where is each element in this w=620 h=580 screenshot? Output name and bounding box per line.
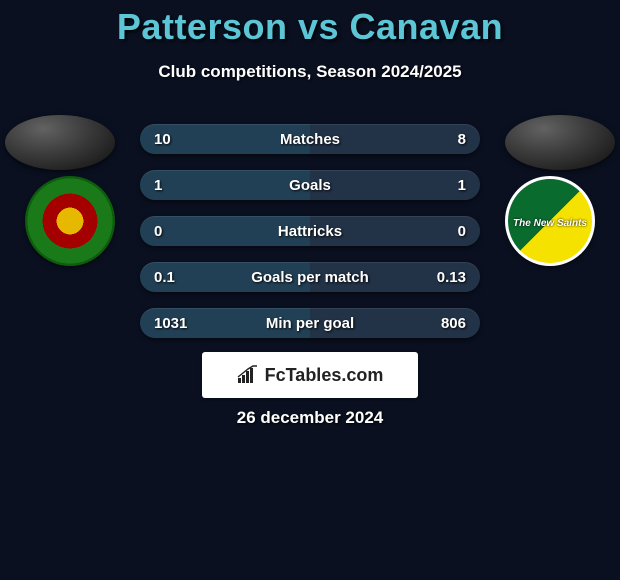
club-crest-left [25,176,115,266]
stat-right-value: 0 [458,216,466,246]
stat-row: 1031 Min per goal 806 [140,308,480,338]
stat-label: Hattricks [140,216,480,246]
watermark-text: FcTables.com [265,365,384,386]
stats-table: 10 Matches 8 1 Goals 1 0 Hattricks 0 0.1… [140,124,480,354]
stat-right-value: 1 [458,170,466,200]
stat-label: Matches [140,124,480,154]
stat-label: Min per goal [140,308,480,338]
stat-right-value: 0.13 [437,262,466,292]
player-silhouette-right [505,115,615,170]
comparison-infographic: Patterson vs Canavan Club competitions, … [0,0,620,580]
subtitle: Club competitions, Season 2024/2025 [0,62,620,82]
stat-right-value: 806 [441,308,466,338]
watermark-badge: FcTables.com [202,352,418,398]
stat-right-value: 8 [458,124,466,154]
stat-row: 10 Matches 8 [140,124,480,154]
stat-label: Goals per match [140,262,480,292]
club-crest-right [505,176,595,266]
stat-label: Goals [140,170,480,200]
page-title: Patterson vs Canavan [0,6,620,48]
stat-row: 0.1 Goals per match 0.13 [140,262,480,292]
stat-row: 0 Hattricks 0 [140,216,480,246]
date-label: 26 december 2024 [0,408,620,428]
player-silhouette-left [5,115,115,170]
bar-chart-icon [237,365,259,385]
stat-row: 1 Goals 1 [140,170,480,200]
